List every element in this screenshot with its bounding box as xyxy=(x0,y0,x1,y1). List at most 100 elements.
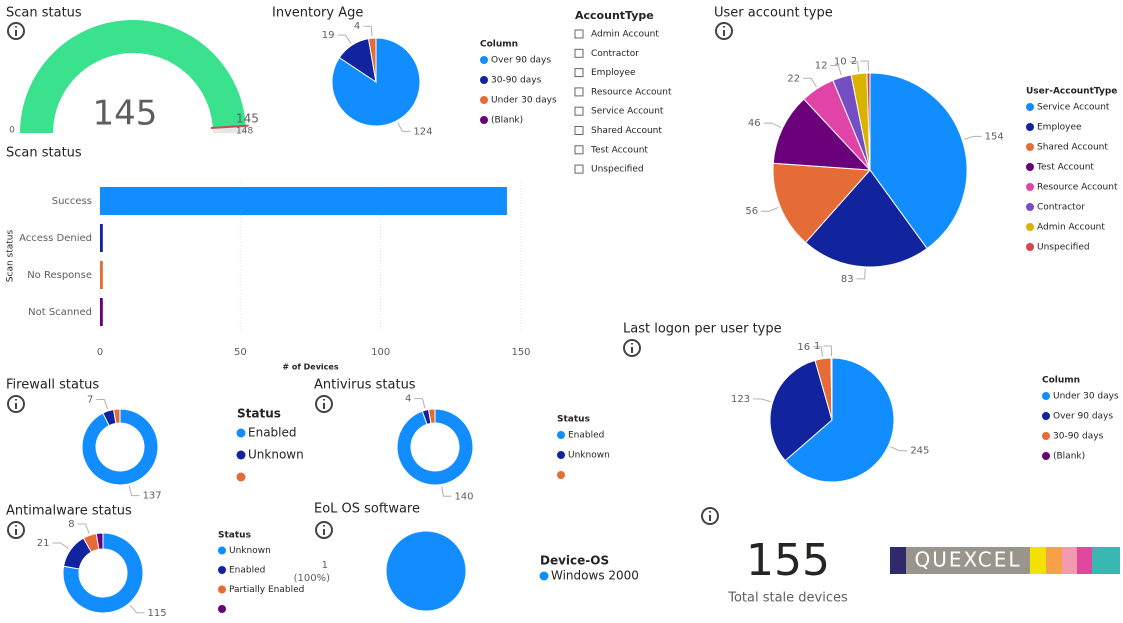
slicer-checkbox[interactable] xyxy=(574,106,584,116)
slice xyxy=(869,72,968,250)
slicer-checkbox[interactable] xyxy=(574,29,584,39)
info-icons xyxy=(7,22,733,539)
slicer-checkbox[interactable] xyxy=(574,87,584,97)
slice xyxy=(769,359,833,462)
info-icon[interactable] xyxy=(7,395,25,413)
y-tick-label: Access Denied xyxy=(19,233,92,244)
bar xyxy=(100,298,103,326)
legend-marker xyxy=(1026,143,1034,151)
info-icon[interactable] xyxy=(7,521,25,539)
slicer-checkbox[interactable] xyxy=(574,68,584,78)
data-label: 140 xyxy=(454,491,473,502)
legend-marker xyxy=(1026,203,1034,211)
slicer-item: Shared Account xyxy=(591,126,662,136)
leader-line xyxy=(441,486,452,497)
card-value: 155 xyxy=(746,535,830,586)
data-label: 19 xyxy=(322,30,335,41)
info-icon[interactable] xyxy=(315,395,333,413)
logo-text: QUEXCEL xyxy=(914,548,1021,572)
legend-marker xyxy=(218,585,226,594)
info-icon[interactable] xyxy=(623,339,641,357)
data-label: 7 xyxy=(87,395,93,406)
x-tick-label: 50 xyxy=(234,347,247,358)
data-label: 56 xyxy=(745,206,758,217)
legend-label: 30-90 days xyxy=(491,76,542,86)
slicer-checkbox[interactable] xyxy=(574,164,584,174)
logo-block xyxy=(890,547,906,574)
legend-marker xyxy=(236,472,246,482)
info-icon[interactable] xyxy=(7,22,25,40)
legend-label: Under 30 days xyxy=(1053,392,1119,402)
data-label: 154 xyxy=(985,131,1004,142)
leader-line xyxy=(96,399,108,410)
legend-marker xyxy=(557,471,565,479)
legend-label: Shared Account xyxy=(1037,143,1108,153)
data-label: 124 xyxy=(413,126,432,137)
slicer-checkbox[interactable] xyxy=(574,48,584,58)
legend-marker xyxy=(1042,452,1050,460)
slice xyxy=(428,408,436,424)
leader-line xyxy=(363,25,373,37)
x-tick-label: 0 xyxy=(97,347,103,358)
leader-line xyxy=(129,604,145,614)
info-icon[interactable] xyxy=(315,521,333,539)
legend-marker xyxy=(218,566,226,574)
legend-marker xyxy=(1026,123,1034,131)
data-label: 245 xyxy=(910,446,929,457)
slice xyxy=(113,408,121,424)
chart-title: Antimalware status xyxy=(6,504,132,519)
legend-label: Contractor xyxy=(1037,203,1085,213)
chart-title: Antivirus status xyxy=(314,378,416,393)
data-label: 16 xyxy=(797,342,810,353)
y-tick-label: Success xyxy=(52,196,92,207)
slicer-item: Test Account xyxy=(590,145,648,155)
data-label: 1 xyxy=(322,560,328,571)
slicer-checkbox[interactable] xyxy=(574,126,584,135)
chart-title: Last logon per user type xyxy=(623,322,782,337)
leader-line xyxy=(803,77,817,87)
slicer-item: Unspecified xyxy=(591,165,644,175)
legend-title: Status xyxy=(557,415,590,425)
legend-title: Column xyxy=(1042,376,1080,386)
legend-marker xyxy=(1026,183,1034,191)
card-label: Total stale devices xyxy=(727,591,848,606)
slice xyxy=(830,357,833,421)
data-label: 115 xyxy=(148,608,167,619)
leader-line xyxy=(849,61,860,72)
legend-marker xyxy=(557,431,565,439)
leader-line xyxy=(52,542,69,550)
legend-label: 30-90 days xyxy=(1053,432,1104,442)
legend-label: Admin Account xyxy=(1037,223,1105,233)
slice xyxy=(784,357,895,483)
slice xyxy=(367,37,377,83)
logo-block xyxy=(1030,547,1046,574)
legend-marker xyxy=(480,56,488,64)
slicer-checkbox[interactable] xyxy=(574,145,584,155)
legend-title: Column xyxy=(480,40,518,50)
legend-label: Service Account xyxy=(1037,103,1110,113)
legend-title: Status xyxy=(218,531,251,541)
slice xyxy=(772,162,872,244)
slicer-item: Service Account xyxy=(591,107,664,117)
gauge-value: 145 xyxy=(93,94,158,134)
slicer-item: Contractor xyxy=(591,49,639,59)
data-label: 46 xyxy=(748,118,761,129)
data-label: 1 xyxy=(814,341,820,352)
data-label: 123 xyxy=(731,394,750,405)
chart-title: Inventory Age xyxy=(272,6,363,21)
leader-line xyxy=(763,122,781,128)
logo-block xyxy=(906,547,1030,574)
gauge-target-label: 145 xyxy=(236,112,259,126)
leader-line xyxy=(397,122,411,132)
slicer-item: Admin Account xyxy=(591,30,659,40)
slice xyxy=(331,37,421,127)
legend-marker xyxy=(1042,432,1050,440)
chart-title: EoL OS software xyxy=(314,502,420,517)
legend-label: Unknown xyxy=(229,546,271,556)
leader-line xyxy=(761,206,779,212)
data-label: 21 xyxy=(37,538,50,549)
info-icon[interactable] xyxy=(701,507,719,525)
info-icon[interactable] xyxy=(715,22,733,40)
x-tick-label: 150 xyxy=(511,347,530,358)
